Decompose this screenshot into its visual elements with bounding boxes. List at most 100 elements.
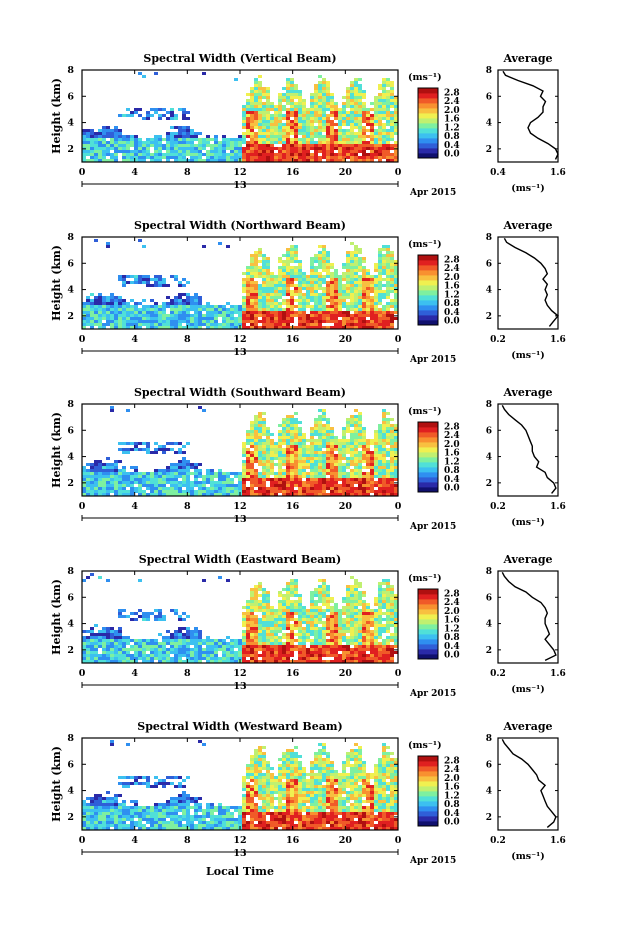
heatmap-cell [334, 317, 338, 320]
heatmap-cell [110, 409, 114, 412]
heatmap-cell [374, 290, 378, 293]
heatmap-cell [282, 108, 286, 111]
heatmap-cell [98, 132, 102, 135]
heatmap-cell [246, 284, 250, 287]
heatmap-cell [186, 308, 190, 311]
heatmap-cell [146, 326, 150, 329]
heatmap-cell [254, 299, 258, 302]
heatmap-cell [154, 645, 158, 648]
heatmap-cell [154, 475, 158, 478]
heatmap-cell [318, 293, 322, 296]
heatmap-cell [170, 326, 174, 329]
heatmap-cell [86, 651, 90, 654]
heatmap-cell [282, 105, 286, 108]
heatmap-cell [138, 648, 142, 651]
heatmap-cell [254, 660, 258, 663]
heatmap-cell [182, 308, 186, 311]
heatmap-cell [294, 606, 298, 609]
heatmap-cell [118, 448, 122, 451]
heatmap-cell [250, 114, 254, 117]
heatmap-cell [206, 642, 210, 645]
heatmap-cell [322, 254, 326, 257]
heatmap-cell [142, 612, 146, 615]
heatmap-cell [314, 326, 318, 329]
heatmap-cell [190, 314, 194, 317]
heatmap-cell [114, 466, 118, 469]
heatmap-cell [342, 150, 346, 153]
heatmap-cell [246, 117, 250, 120]
heatmap-cell [214, 311, 218, 314]
heatmap-cell [122, 648, 126, 651]
heatmap-cell [394, 305, 398, 308]
heatmap-cell [378, 424, 382, 427]
heatmap-cell [286, 135, 290, 138]
heatmap-cell [242, 138, 246, 141]
heatmap-cell [362, 427, 366, 430]
heatmap-cell [122, 636, 126, 639]
heatmap-cell [266, 654, 270, 657]
heatmap-cell [366, 111, 370, 114]
heatmap-cell [126, 639, 130, 642]
heatmap-cell [270, 138, 274, 141]
heatmap-cell [334, 469, 338, 472]
heatmap-cell [246, 120, 250, 123]
heatmap-cell [86, 478, 90, 481]
heatmap-cell [106, 242, 110, 245]
heatmap-cell [150, 114, 154, 117]
heatmap-cell [266, 657, 270, 660]
heatmap-cell [382, 108, 386, 111]
heatmap-cell [330, 433, 334, 436]
heatmap-cell [338, 326, 342, 329]
heatmap-cell [362, 451, 366, 454]
heatmap-cell [262, 445, 266, 448]
heatmap-cell [286, 600, 290, 603]
heatmap-cell [286, 126, 290, 129]
heatmap-cell [310, 129, 314, 132]
colorbar-swatch [418, 320, 438, 326]
heatmap-cell [246, 147, 250, 150]
heatmap-cell [270, 645, 274, 648]
heatmap-cell [362, 317, 366, 320]
heatmap-cell [186, 636, 190, 639]
heatmap-cell [310, 132, 314, 135]
colorbar-swatch [418, 305, 438, 311]
heatmap-cell [378, 448, 382, 451]
heatmap-cell [394, 433, 398, 436]
heatmap-cell [146, 117, 150, 120]
heatmap-cell [150, 284, 154, 287]
heatmap-cell [278, 481, 282, 484]
heatmap-cell [374, 99, 378, 102]
heatmap-cell [134, 311, 138, 314]
heatmap-cell [306, 299, 310, 302]
heatmap-cell [342, 439, 346, 442]
heatmap-cell [178, 460, 182, 463]
heatmap-cell [314, 287, 318, 290]
heatmap-cell [146, 311, 150, 314]
heatmap-cell [90, 129, 94, 132]
heatmap-cell [330, 311, 334, 314]
heatmap-cell [158, 469, 162, 472]
heatmap-cell [198, 487, 202, 490]
heatmap-cell [170, 144, 174, 147]
heatmap-cell [354, 245, 358, 248]
heatmap-cell [86, 660, 90, 663]
heatmap-cell [198, 633, 202, 636]
heatmap-cell [290, 439, 294, 442]
heatmap-cell [222, 654, 226, 657]
heatmap-cell [178, 129, 182, 132]
heatmap-cell [382, 427, 386, 430]
heatmap-cell [242, 624, 246, 627]
heatmap-cell [86, 153, 90, 156]
heatmap-cell [290, 105, 294, 108]
heatmap-cell [106, 153, 110, 156]
heatmap-cell [138, 475, 142, 478]
heatmap-cell [326, 305, 330, 308]
heatmap-cell [390, 290, 394, 293]
heatmap-cell [286, 460, 290, 463]
heatmap-cell [178, 466, 182, 469]
heatmap-cell [170, 639, 174, 642]
heatmap-cell [282, 117, 286, 120]
heatmap-cell [222, 645, 226, 648]
heatmap-cell [242, 308, 246, 311]
heatmap-cell [262, 490, 266, 493]
